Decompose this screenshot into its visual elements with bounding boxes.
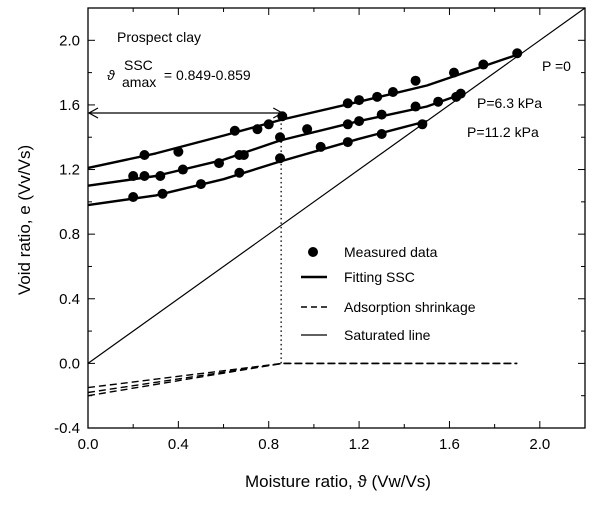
data-point — [128, 171, 139, 181]
y-tick-label: -0.4 — [54, 420, 80, 437]
data-point — [177, 164, 188, 175]
data-point — [128, 192, 139, 202]
legend-marker-icon — [308, 247, 318, 257]
saturated-line — [87, 7, 586, 364]
range-annotation-symbol: ϑ — [107, 67, 116, 83]
data-point — [376, 129, 387, 139]
series-label-p112: P=11.2 kPa — [467, 124, 539, 140]
range-annotation-value: = 0.849-0.859 — [160, 67, 251, 83]
data-point — [139, 171, 150, 181]
data-point — [157, 188, 168, 199]
data-point — [354, 95, 365, 106]
data-point — [342, 98, 353, 109]
data-point — [433, 96, 444, 107]
axes-layer: 0.0 0.4 0.8 1.2 1.6 2.0-0.40.00.40.81.21.62.0 — [54, 7, 586, 453]
data-point — [342, 119, 353, 130]
legend-label-measured: Measured data — [344, 244, 438, 260]
data-point — [173, 146, 184, 157]
x-tick-label: 0.4 — [168, 436, 189, 453]
data-point — [410, 101, 421, 112]
data-point — [238, 150, 249, 160]
data-point — [139, 150, 150, 160]
series-label-p0: P =0 — [542, 58, 571, 74]
data-point — [234, 167, 245, 178]
shrinkage-line-1 — [87, 362, 518, 394]
series-label-p63: P=6.3 kPa — [477, 95, 542, 111]
data-point — [263, 119, 274, 130]
range-annotation-superscript: SSC — [124, 57, 153, 73]
data-point — [478, 59, 489, 70]
x-tick-label: 2.0 — [529, 436, 550, 453]
range-annotation-subscript: amax — [122, 74, 156, 90]
data-point — [302, 124, 313, 135]
legend-label-fitting: Fitting SSC — [344, 269, 415, 285]
y-tick-label: 1.6 — [59, 97, 80, 114]
data-point — [277, 111, 288, 122]
data-point — [195, 179, 206, 190]
y-tick-label: 0.0 — [59, 355, 80, 372]
y-tick-label: 0.8 — [59, 226, 80, 243]
data-point — [229, 125, 240, 136]
data-point — [342, 137, 353, 148]
data-point — [417, 119, 428, 130]
y-tick-label: 1.2 — [59, 162, 80, 179]
legend: Measured data Fitting SSC Adsorption shr… — [301, 244, 476, 343]
legend-label-saturated: Saturated line — [344, 327, 431, 343]
data-point — [376, 109, 387, 120]
fit-line-2 — [87, 119, 428, 207]
data-point — [252, 124, 263, 135]
plot-layer — [87, 7, 586, 397]
data-point — [275, 153, 286, 164]
data-point — [448, 67, 459, 78]
chart-title: Prospect clay — [117, 29, 201, 45]
x-axis-label: Moisture ratio, ϑ (Vw/Vs) — [245, 472, 431, 491]
x-tick-label: 0.8 — [258, 436, 279, 453]
x-tick-label: 0.0 — [78, 436, 99, 453]
shrinkage-line-0 — [87, 362, 518, 389]
x-tick-label: 1.2 — [349, 436, 370, 453]
x-tick-label: 1.6 — [439, 436, 460, 453]
range-annotation: ϑ SSC amax = 0.849-0.859 — [107, 57, 251, 90]
data-point — [372, 91, 383, 102]
y-tick-label: 0.4 — [59, 291, 80, 308]
y-tick-label: 2.0 — [59, 32, 80, 49]
data-point — [275, 132, 286, 143]
range-arrow-left-head — [87, 107, 99, 119]
y-axis-label: Void ratio, e (Vv/Vs) — [15, 145, 34, 295]
data-point — [455, 88, 466, 99]
plot-frame — [87, 7, 586, 429]
legend-label-adsorption: Adsorption shrinkage — [344, 299, 476, 315]
data-point — [410, 75, 421, 86]
data-point — [354, 116, 365, 127]
data-point — [214, 158, 225, 169]
shrinkage-line-2 — [87, 362, 518, 397]
data-point — [155, 171, 166, 181]
data-point — [512, 48, 523, 59]
data-point — [315, 141, 326, 152]
data-point — [387, 87, 398, 97]
